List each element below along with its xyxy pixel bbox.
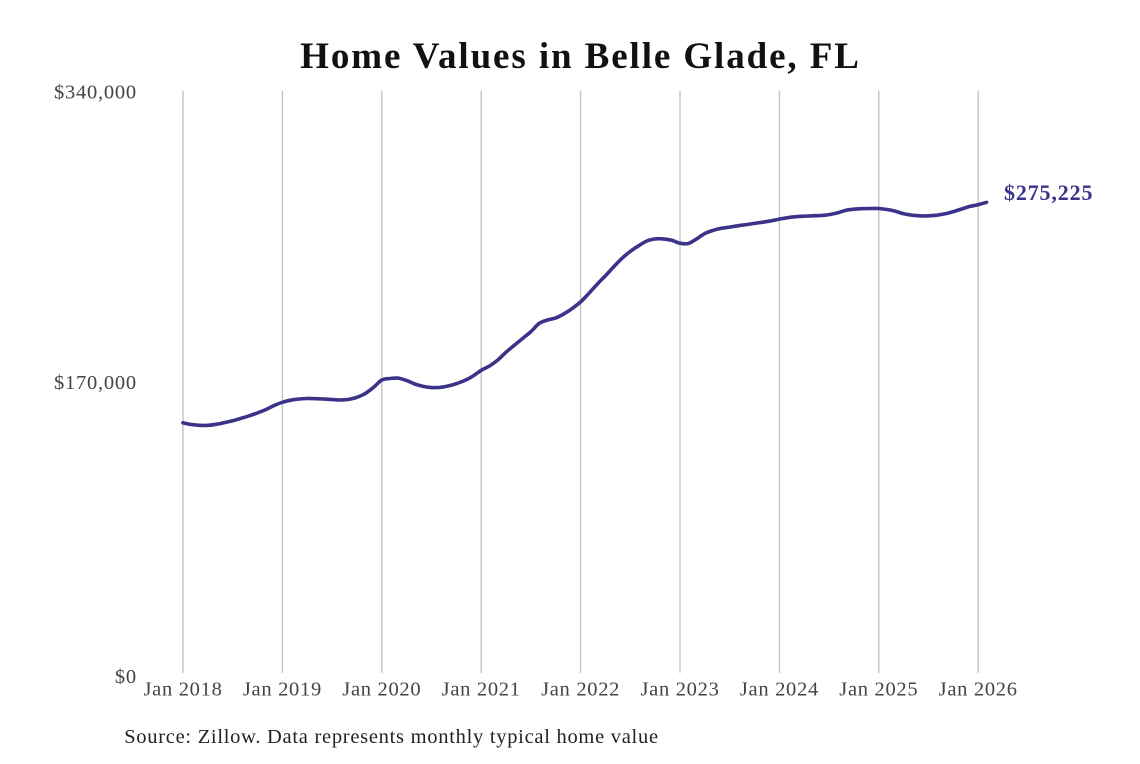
svg-text:Jan 2024: Jan 2024 xyxy=(740,679,819,701)
svg-text:$340,000: $340,000 xyxy=(54,81,137,103)
svg-text:$0: $0 xyxy=(115,666,137,688)
svg-text:Jan 2026: Jan 2026 xyxy=(939,679,1018,701)
svg-text:Jan 2019: Jan 2019 xyxy=(243,679,322,701)
svg-text:$275,225: $275,225 xyxy=(1004,180,1093,205)
svg-text:$170,000: $170,000 xyxy=(54,372,137,394)
svg-text:Jan 2018: Jan 2018 xyxy=(143,679,222,701)
svg-text:Jan 2023: Jan 2023 xyxy=(640,679,719,701)
svg-text:Source: Zillow. Data represent: Source: Zillow. Data represents monthly … xyxy=(124,726,659,748)
svg-text:Home Values in Belle Glade, FL: Home Values in Belle Glade, FL xyxy=(300,36,861,77)
svg-text:Jan 2021: Jan 2021 xyxy=(442,679,521,701)
svg-text:Jan 2020: Jan 2020 xyxy=(342,679,421,701)
svg-text:Jan 2025: Jan 2025 xyxy=(839,679,918,701)
svg-text:Jan 2022: Jan 2022 xyxy=(541,679,620,701)
